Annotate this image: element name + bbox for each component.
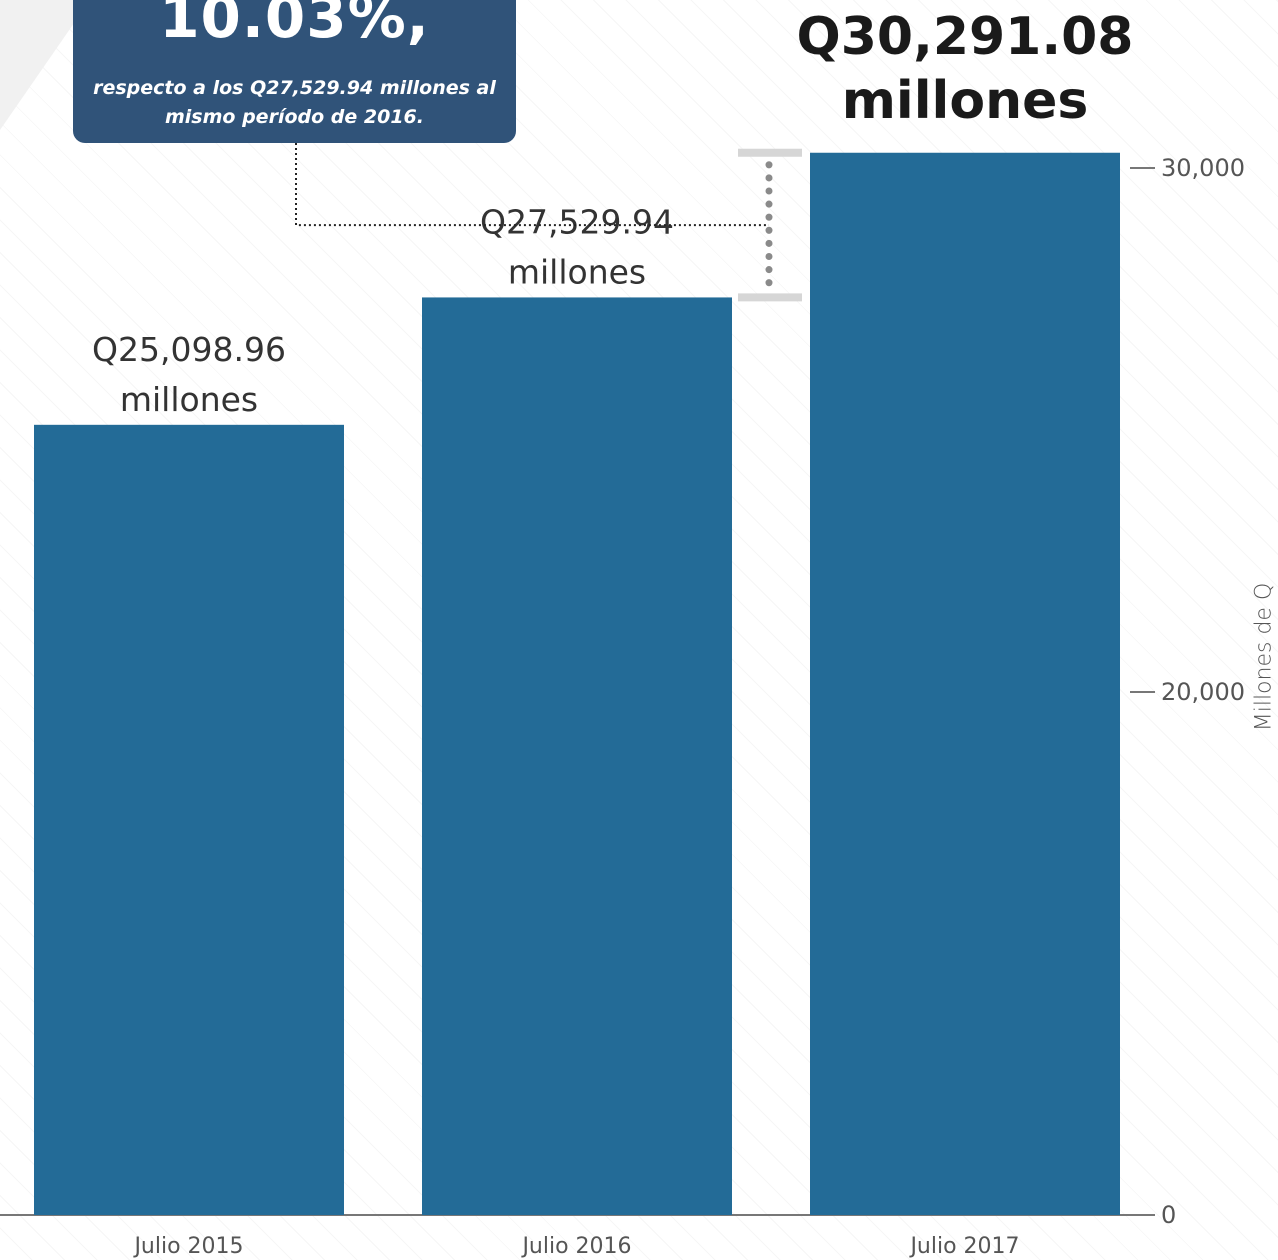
headline-unit: millones	[841, 71, 1089, 131]
x-tick-label: Julio 2017	[908, 1234, 1019, 1259]
bar-1	[422, 297, 732, 1215]
bar-value-unit-label: millones	[508, 252, 646, 291]
x-tick-label: Julio 2015	[132, 1234, 243, 1259]
growth-callout: 10.03%, respecto a los Q27,529.94 millon…	[73, 0, 516, 143]
bar-value-label: Q27,529.94	[480, 202, 674, 241]
bar-value-unit-label: millones	[120, 380, 258, 419]
growth-percent: 10.03%,	[159, 0, 430, 51]
growth-note: respecto a los Q27,529.94 millones al mi…	[93, 77, 496, 128]
y-tick-label: 0	[1161, 1201, 1176, 1229]
y-axis-title: Millones de Q	[1251, 582, 1277, 732]
y-tick-label: 30,000	[1161, 154, 1245, 182]
bar-2	[810, 152, 1120, 1215]
x-tick-label: Julio 2016	[520, 1234, 631, 1259]
y-tick-label: 20,000	[1161, 678, 1245, 706]
bar-value-label: Q25,098.96	[92, 330, 286, 369]
bar-0	[34, 424, 344, 1216]
headline-value: Q30,291.08	[796, 7, 1134, 67]
